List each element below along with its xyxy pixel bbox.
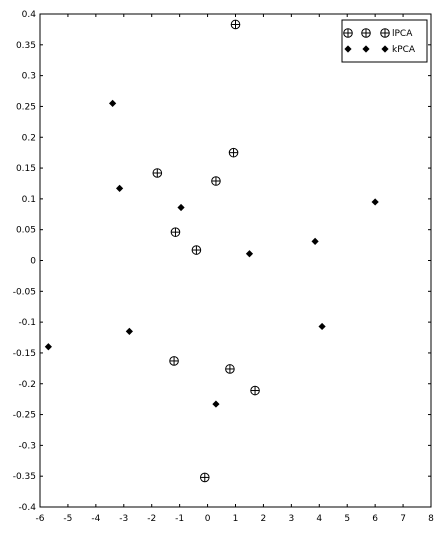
y-tick-label: 0.05	[16, 226, 36, 236]
data-point-kpca	[177, 203, 185, 212]
y-tick-label: -0.15	[13, 349, 36, 359]
y-tick-label: 0.15	[16, 164, 36, 174]
x-tick-label: -2	[147, 514, 156, 524]
data-point-lpca	[225, 364, 235, 374]
data-point-kpca	[115, 184, 124, 192]
legend-box	[341, 19, 428, 63]
legend-marker-lpca	[380, 28, 390, 38]
x-tick-label: 6	[372, 514, 378, 524]
y-tick-label: -0.4	[18, 503, 36, 513]
x-tick-label: -6	[36, 514, 45, 524]
data-point-kpca	[212, 400, 220, 408]
legend-marker-kpca	[344, 45, 352, 53]
data-point-lpca	[211, 176, 221, 186]
x-tick-label: 0	[205, 514, 211, 524]
x-tick-label: 5	[344, 514, 350, 524]
y-tick-label: -0.3	[18, 441, 36, 451]
y-tick-label: -0.1	[18, 318, 36, 328]
x-tick-label: -4	[91, 514, 100, 524]
data-point-lpca	[170, 227, 181, 237]
y-tick-label: 0.35	[16, 41, 36, 51]
legend: lPCA kPCA	[341, 19, 428, 63]
legend-marker-kpca	[381, 45, 389, 53]
data-point-kpca	[44, 343, 52, 351]
plot-frame	[39, 13, 432, 508]
x-tick-label: 4	[316, 514, 322, 524]
y-tick-label: 0.2	[22, 133, 36, 143]
y-axis: 0.4 0.35 0.3 0.25 0.2 0.15 0.1 0.05 0 -0.05 -0.1 -0…	[13, 10, 431, 513]
x-tick-label: 3	[288, 514, 294, 524]
legend-label: lPCA	[392, 29, 413, 39]
data-point-kpca	[109, 99, 117, 107]
x-tick-label: 8	[428, 514, 434, 524]
y-tick-label: -0.2	[18, 380, 36, 390]
legend-marker-kpca	[362, 45, 370, 53]
y-tick-label: 0.25	[16, 102, 36, 112]
y-tick-label: 0.3	[22, 72, 36, 82]
data-point-lpca	[199, 472, 210, 483]
y-tick-label: 0	[30, 257, 36, 267]
data-point-lpca	[169, 356, 179, 366]
data-point-kpca	[125, 327, 133, 335]
data-point-kpca	[311, 237, 319, 245]
data-point-kpca	[245, 250, 254, 258]
data-point-lpca	[230, 19, 241, 30]
x-axis: -6 -5 -4 -3 -2 -1 0 1 2 3 4 5 6 7 8	[36, 14, 434, 524]
x-tick-label: 1	[233, 514, 239, 524]
y-tick-label: 0.1	[22, 195, 36, 205]
data-points	[44, 19, 379, 483]
x-tick-label: -5	[63, 514, 72, 524]
data-point-lpca	[250, 385, 260, 396]
data-point-lpca	[228, 147, 239, 158]
y-tick-label: -0.05	[13, 287, 36, 297]
y-tick-label: -0.35	[13, 472, 36, 482]
y-tick-label: 0.4	[22, 10, 37, 20]
legend-marker-lpca	[361, 28, 371, 38]
x-tick-label: 2	[261, 514, 267, 524]
data-point-lpca	[152, 168, 163, 178]
legend-marker-lpca	[343, 28, 353, 38]
x-tick-label: -3	[119, 514, 128, 524]
data-point-kpca	[318, 322, 326, 331]
x-tick-label: -1	[175, 514, 184, 524]
x-tick-label: 7	[400, 514, 406, 524]
data-point-kpca	[371, 198, 379, 206]
data-point-lpca	[191, 245, 202, 255]
legend-label: kPCA	[392, 45, 416, 55]
y-tick-label: -0.25	[13, 411, 36, 421]
